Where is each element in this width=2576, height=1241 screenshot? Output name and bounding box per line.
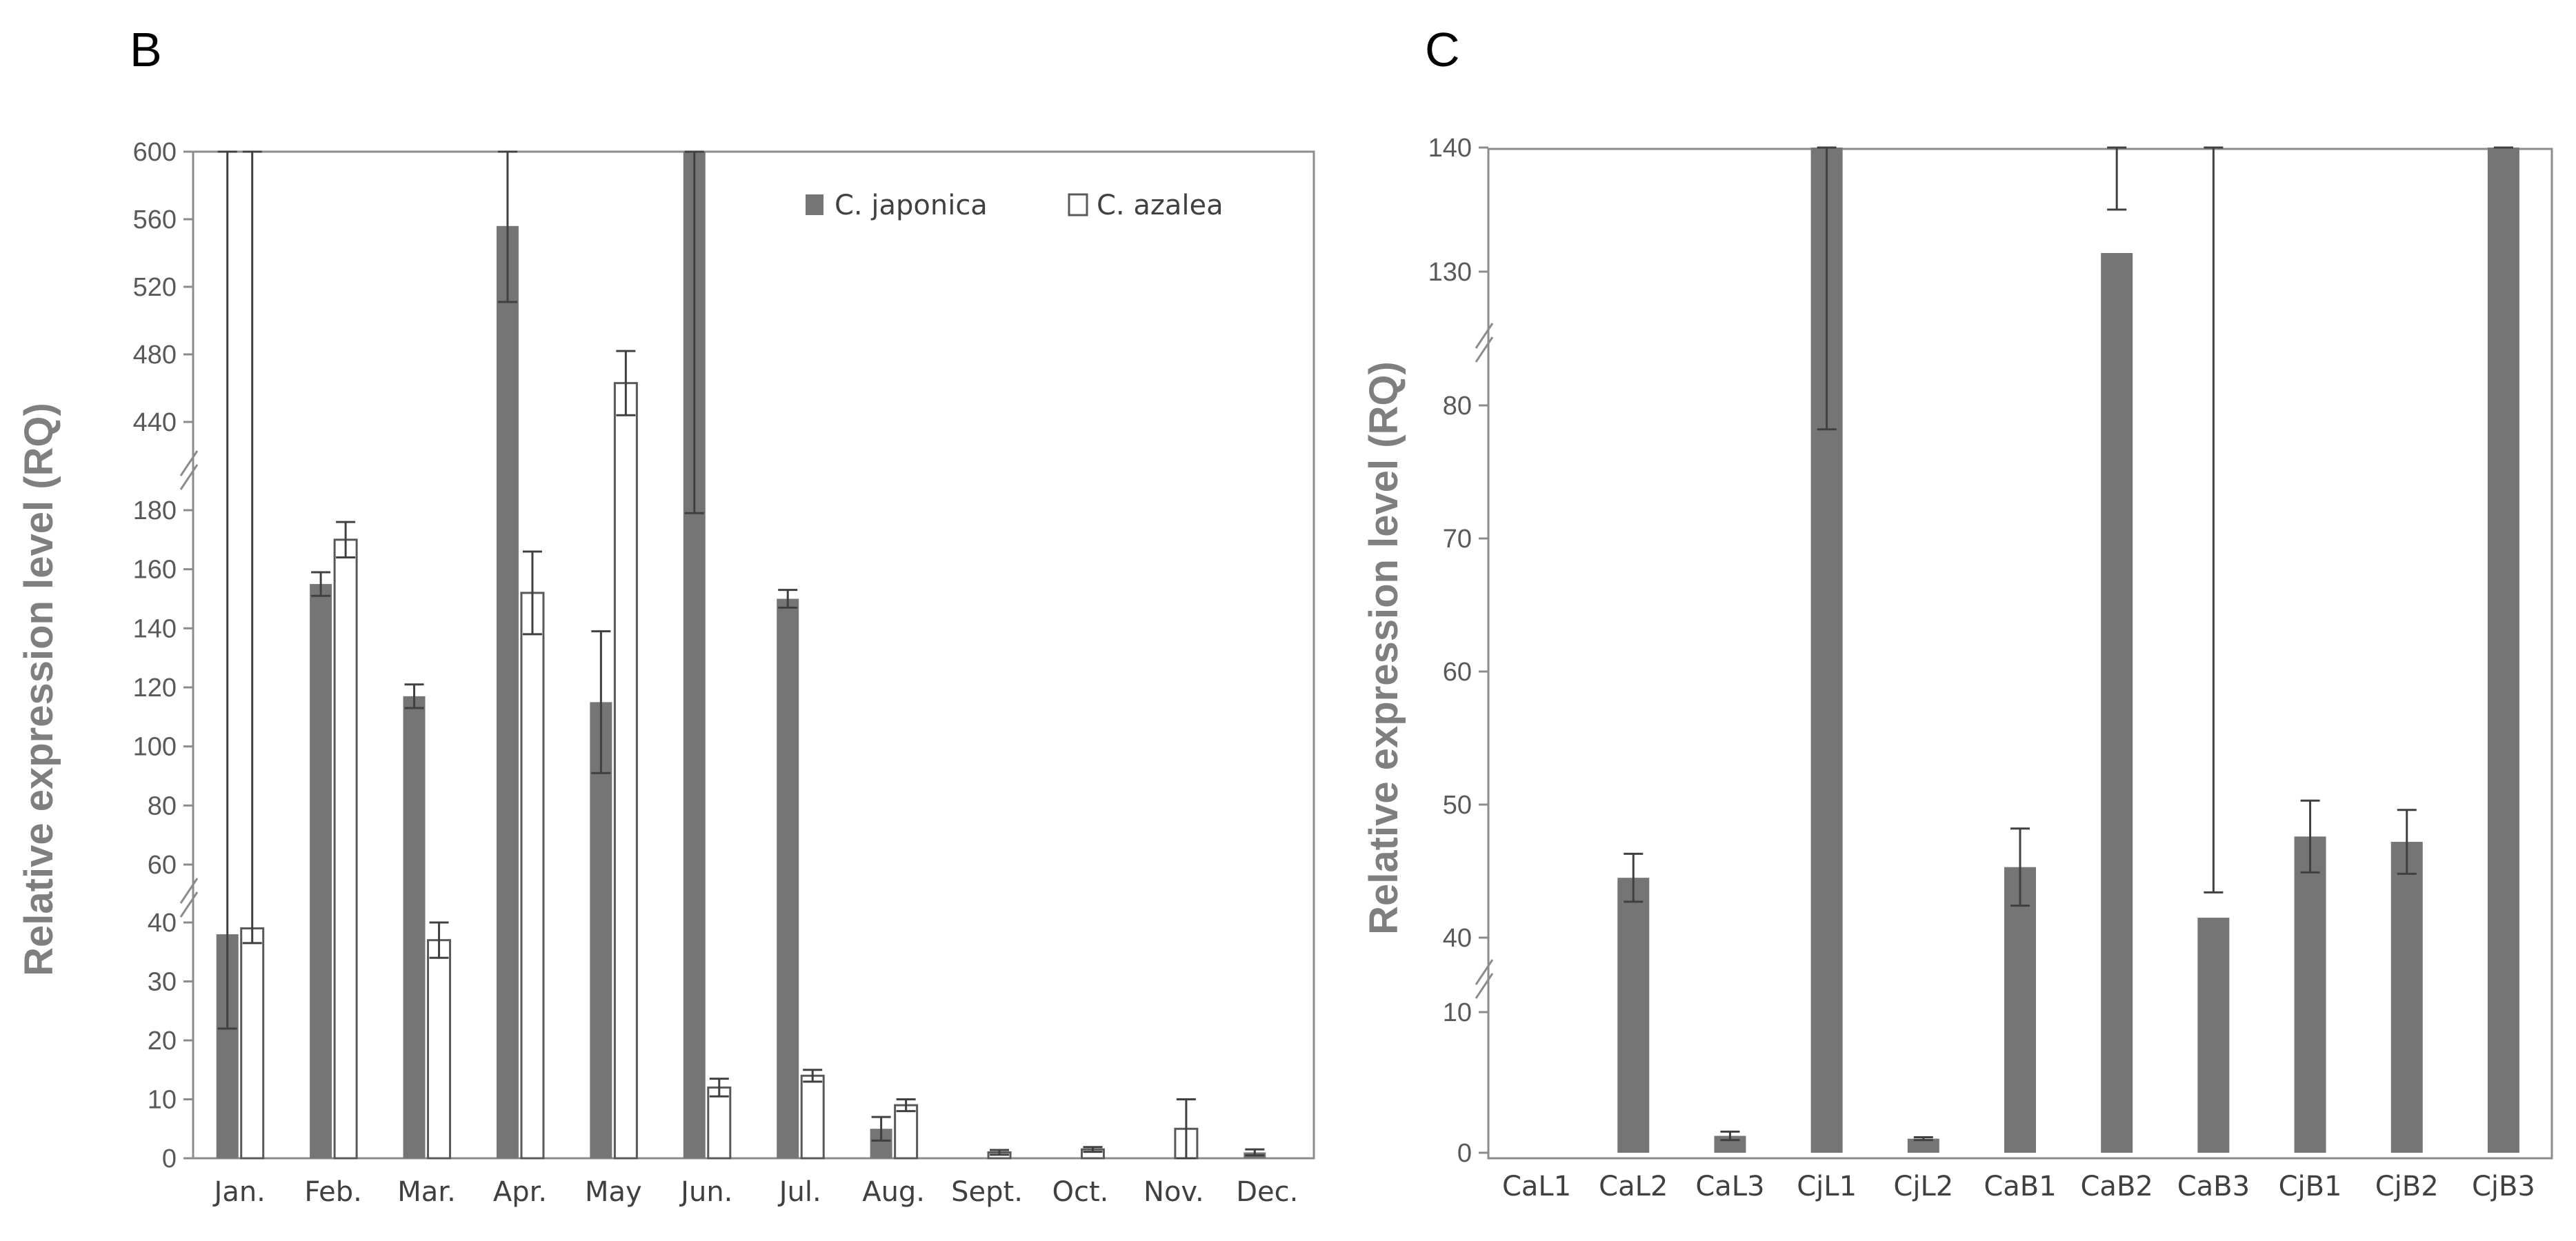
x-tick-label: CaL1 bbox=[1502, 1171, 1571, 1202]
bar bbox=[2487, 148, 2519, 1153]
bar-japonica bbox=[496, 225, 519, 1158]
y-tick-label: 520 bbox=[133, 273, 177, 302]
y-axis-break-slash bbox=[179, 891, 199, 918]
panel-c-label: C bbox=[1425, 23, 1460, 77]
x-tick-label: CjL1 bbox=[1797, 1171, 1857, 1202]
bar-azalea bbox=[613, 382, 638, 1160]
bar-japonica bbox=[310, 584, 332, 1158]
x-tick-label: May bbox=[585, 1176, 642, 1208]
x-tick-label: CjL2 bbox=[1893, 1171, 1953, 1202]
y-tick-label: 140 bbox=[1428, 134, 1472, 163]
bar-japonica bbox=[590, 702, 612, 1158]
y-tick-label: 50 bbox=[1443, 791, 1472, 820]
x-tick-label: Aug. bbox=[862, 1176, 925, 1208]
panel-b-label: B bbox=[130, 23, 162, 77]
y-tick-label: 480 bbox=[133, 341, 177, 370]
x-tick-label: Jul. bbox=[777, 1176, 821, 1208]
panel-b: 0 10 20 30 40 60 80 100 120 140 160 180 440 480 520 560… bbox=[133, 138, 1299, 1208]
y-axis-break-slash bbox=[179, 878, 199, 904]
panel-c-plot-frame bbox=[1487, 148, 2553, 1160]
y-tick-label: 80 bbox=[148, 791, 177, 820]
bar-azalea bbox=[427, 939, 452, 1160]
y-axis-break-slash bbox=[1475, 959, 1494, 985]
x-tick-label: Feb. bbox=[304, 1176, 362, 1208]
x-tick-label: Jan. bbox=[212, 1176, 266, 1208]
y-tick-label: 0 bbox=[1457, 1139, 1472, 1168]
bar bbox=[1617, 878, 1650, 1153]
y-tick-label: 180 bbox=[133, 496, 177, 525]
y-tick-label: 440 bbox=[133, 408, 177, 437]
y-tick-label: 60 bbox=[1443, 658, 1472, 687]
y-tick-label: 20 bbox=[148, 1027, 177, 1056]
bar bbox=[2390, 842, 2423, 1153]
bar-azalea bbox=[707, 1086, 732, 1160]
y-tick-label: 100 bbox=[133, 733, 177, 762]
y-tick-label: 600 bbox=[133, 138, 177, 167]
x-tick-label: Nov. bbox=[1144, 1176, 1204, 1208]
panel-c: 0 10 40 50 60 70 80 130 140 CaL1 CaL2 CaL3 CjL1 CjL2 C… bbox=[1428, 134, 2535, 1202]
y-tick-label: 560 bbox=[133, 205, 177, 234]
x-tick-label: Mar. bbox=[397, 1176, 456, 1208]
y-axis-break-slash bbox=[1475, 323, 1494, 349]
y-axis-break-slash bbox=[179, 450, 199, 476]
y-axis-break-slash bbox=[1475, 336, 1494, 363]
legend-label-japonica: C. japonica bbox=[835, 190, 988, 221]
y-tick-label: 80 bbox=[1443, 392, 1472, 421]
y-tick-label: 10 bbox=[148, 1086, 177, 1115]
x-tick-label: CjB2 bbox=[2375, 1171, 2439, 1202]
x-tick-label: CaB3 bbox=[2177, 1171, 2250, 1202]
bar bbox=[2101, 253, 2133, 1153]
legend-swatch-azalea bbox=[1068, 193, 1088, 216]
x-tick-label: Oct. bbox=[1052, 1176, 1109, 1208]
bar-japonica bbox=[403, 696, 426, 1158]
bar-japonica bbox=[777, 598, 799, 1158]
y-tick-label: 70 bbox=[1443, 525, 1472, 554]
legend-swatch-japonica bbox=[806, 194, 823, 215]
bar-azalea bbox=[333, 538, 358, 1160]
y-tick-label: 120 bbox=[133, 674, 177, 703]
y-tick-label: 0 bbox=[162, 1144, 177, 1173]
bar-azalea bbox=[894, 1104, 919, 1160]
x-tick-label: Apr. bbox=[493, 1176, 547, 1208]
y-tick-label: 40 bbox=[1443, 924, 1472, 953]
x-tick-label: CaL2 bbox=[1599, 1171, 1668, 1202]
bar-azalea bbox=[520, 592, 545, 1160]
x-tick-label: CjB3 bbox=[2472, 1171, 2535, 1202]
y-tick-label: 30 bbox=[148, 968, 177, 997]
x-tick-label: Jun. bbox=[679, 1176, 732, 1208]
x-tick-label: CaB2 bbox=[2081, 1171, 2153, 1202]
bar bbox=[2004, 867, 2036, 1153]
bar bbox=[2197, 918, 2230, 1153]
panel-b-plot-frame bbox=[192, 150, 1315, 1160]
bar-azalea bbox=[800, 1074, 825, 1160]
x-tick-label: CaL3 bbox=[1695, 1171, 1764, 1202]
x-tick-label: Dec. bbox=[1236, 1176, 1298, 1208]
y-axis-break-slash bbox=[179, 464, 199, 490]
x-tick-label: CjB1 bbox=[2279, 1171, 2342, 1202]
y-tick-label: 60 bbox=[148, 851, 177, 880]
x-tick-label: CaB1 bbox=[1984, 1171, 2056, 1202]
y-tick-label: 130 bbox=[1428, 258, 1472, 287]
bar bbox=[2294, 836, 2326, 1153]
legend-label-azalea: C. azalea bbox=[1097, 190, 1224, 221]
y-tick-label: 40 bbox=[148, 909, 177, 938]
y-tick-label: 140 bbox=[133, 614, 177, 643]
panel-b-legend: C. japonica C. azalea bbox=[806, 190, 1224, 221]
panel-c-y-axis-label: Relative expression level (RQ) bbox=[1361, 361, 1406, 935]
bar-azalea bbox=[240, 927, 265, 1160]
x-tick-label: Sept. bbox=[951, 1176, 1023, 1208]
y-tick-label: 160 bbox=[133, 556, 177, 585]
panel-b-y-axis-label: Relative expression level (RQ) bbox=[17, 403, 61, 976]
y-axis-break-slash bbox=[1475, 973, 1494, 999]
bar bbox=[1907, 1138, 1939, 1153]
y-tick-label: 10 bbox=[1443, 998, 1472, 1027]
